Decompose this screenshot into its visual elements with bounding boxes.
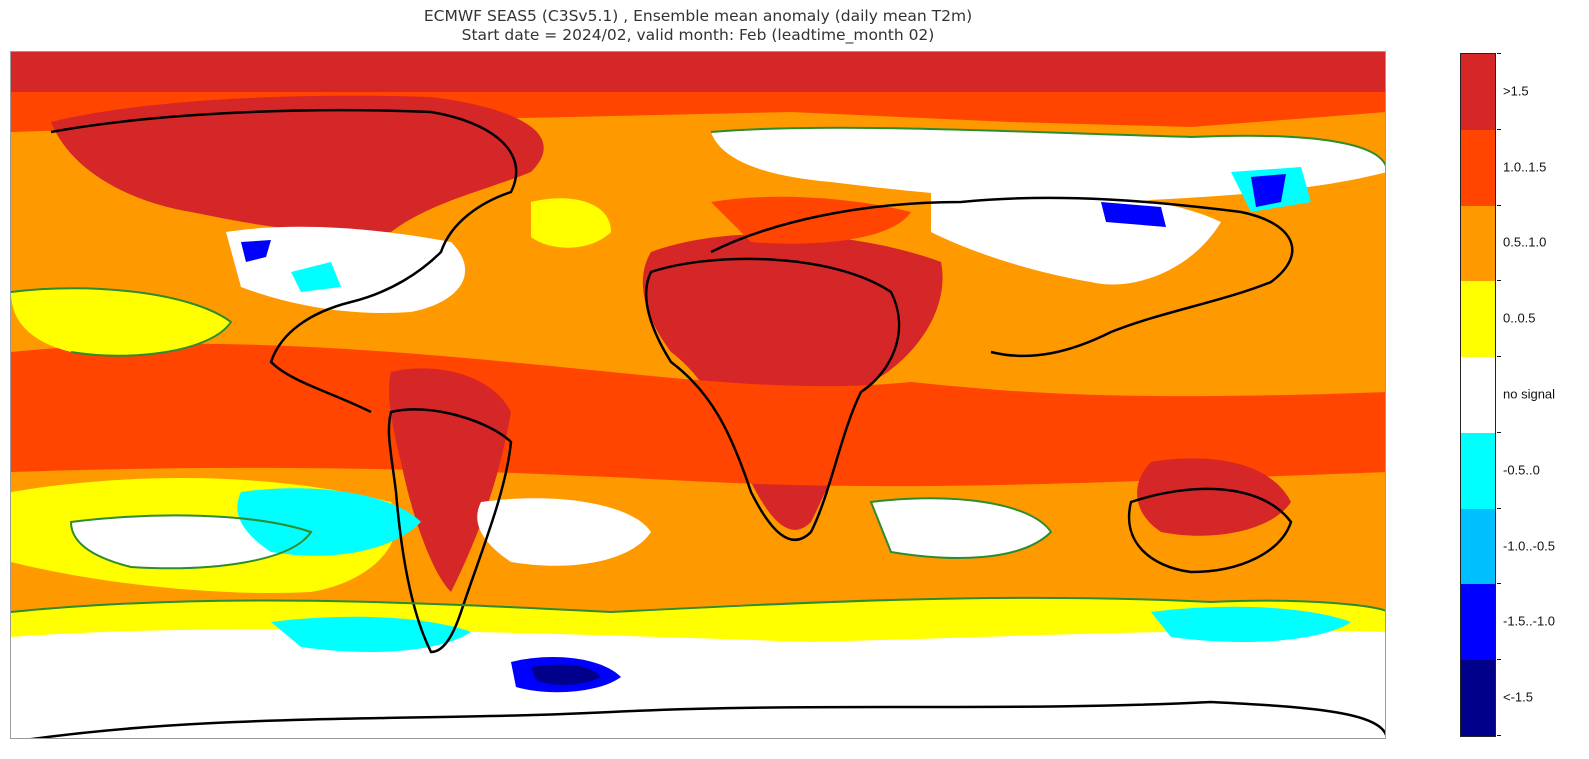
region-satlantic-no-signal [477,498,651,566]
anomaly-map-svg [11,52,1385,738]
legend-swatch [1461,432,1495,510]
legend-tick [1497,280,1501,282]
legend-tick [1497,507,1501,509]
legend-label: 0.5..1.0 [1503,234,1547,250]
legend-label: -1.0..-0.5 [1503,538,1556,554]
legend-swatch [1461,205,1495,282]
legend-label: -0.5..0 [1503,462,1540,478]
legend-label: >1.5 [1503,83,1529,99]
legend-swatch [1461,281,1495,358]
legend-label: -1.5..-1.0 [1503,613,1556,629]
legend-tick [1497,583,1501,585]
region-japan-cold [1251,174,1286,207]
legend-swatch [1461,54,1495,131]
region-weddell-verycold [531,664,601,685]
colorbar-labels: >1.5 1.0..1.5 0.5..1.0 0..0.5 no signal -0.5.… [1497,53,1589,737]
chart-title: ECMWF SEAS5 (C3Sv5.1) , Ensemble mean an… [10,7,1386,45]
coastlines [30,108,1385,738]
region-australia-warm [1137,458,1291,536]
region-usa-cool [291,262,341,292]
significance-contours [11,126,1385,614]
region-npacific-yellow [11,288,231,356]
region-usa-no-signal [226,226,466,313]
world-map [10,51,1386,739]
region-indian-no-signal [871,498,1051,558]
legend-tick [1497,53,1501,54]
region-tropics-warm [11,343,1385,487]
region-s-indian-cool [1151,606,1351,642]
title-line-2: Start date = 2024/02, valid month: Feb (… [461,26,935,44]
legend-swatch [1461,129,1495,207]
legend-label: <-1.5 [1503,689,1533,705]
legend-swatch [1461,508,1495,585]
region-eurasia-no-signal [711,127,1385,202]
region-arctic-warm [11,52,1385,92]
region-spacific-cool [237,488,421,556]
legend-tick [1497,431,1501,433]
region-mongolia-cold [1101,202,1166,227]
region-natlantic-yellow [531,198,611,248]
legend-swatch [1461,584,1495,661]
legend-label: 1.0..1.5 [1503,159,1547,175]
legend-tick [1497,659,1501,661]
legend-tick [1497,128,1501,130]
colorbar-legend [1460,53,1496,737]
legend-swatch [1461,357,1495,434]
title-line-1: ECMWF SEAS5 (C3Sv5.1) , Ensemble mean an… [423,7,973,25]
legend-swatch [1461,660,1495,737]
legend-label: 0..0.5 [1503,310,1536,326]
legend-tick [1497,204,1501,206]
region-africa-warm [642,233,943,530]
legend-label: no signal [1503,386,1556,402]
legend-tick [1497,735,1501,736]
region-north-america-warm [51,95,544,233]
region-antarctica-no-signal [11,629,1385,738]
legend-tick [1497,356,1501,358]
region-usa-cold [241,240,271,262]
